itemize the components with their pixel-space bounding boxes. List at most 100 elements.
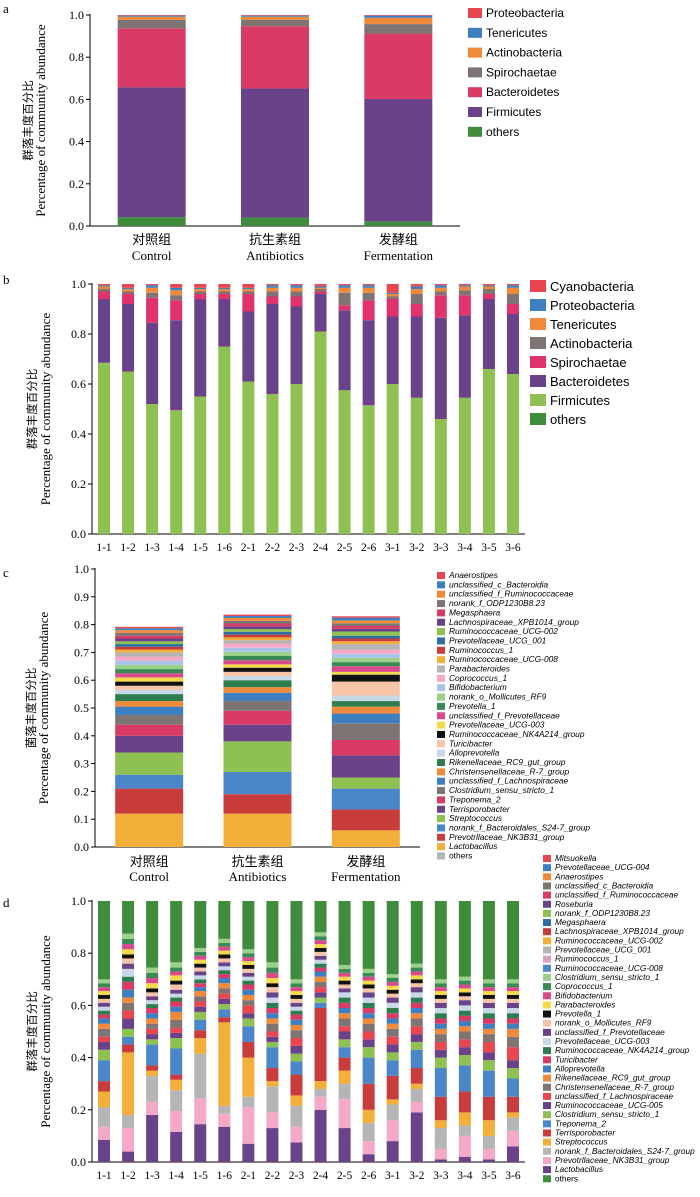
legend-swatch [543, 882, 551, 890]
bar-segment [115, 706, 184, 715]
bar-segment [146, 1070, 159, 1076]
x-sample-label: 1-2 [120, 1170, 136, 1182]
bar-segment [482, 289, 495, 294]
bar-segment [290, 994, 303, 999]
bar-segment [194, 294, 207, 299]
bar-segment [362, 1047, 375, 1058]
legend-label: Firmicutes [486, 105, 541, 119]
bar-segment [122, 1010, 135, 1019]
bar-segment [434, 1023, 447, 1029]
bar-segment [122, 371, 135, 534]
chart-panel-d: 0.0 0.2 0.4 0.6 0.8 1.0 群落丰度百分比 Percentage of c… [25, 853, 695, 1183]
legend-label: Terrisporobacter [555, 1128, 616, 1138]
bar-segment [218, 291, 231, 294]
bar-segment [170, 989, 183, 994]
bar-segment [331, 830, 400, 847]
legend-swatch [468, 47, 482, 58]
legend-label: Anaerostipes [448, 570, 499, 580]
bar-segment [314, 291, 327, 294]
bar-segment [434, 1159, 447, 1162]
legend-swatch [543, 1092, 551, 1100]
bar-segment [506, 1047, 519, 1061]
legend-label: Ruminococcaceae_UCG-002 [449, 626, 558, 636]
bar-segment [266, 1041, 279, 1048]
bar-segment [223, 701, 292, 711]
bar-segment [458, 1005, 471, 1011]
y-axis-label: Percentage of community abundance [38, 935, 53, 1128]
bar-segment [506, 284, 519, 286]
bar-segment [314, 971, 327, 977]
legend-label: Ruminococcaceae_NK4A214_group [449, 729, 585, 739]
bar-segment [338, 284, 351, 286]
legend-label: Mitsuokella [555, 853, 597, 863]
bar-segment [434, 1148, 447, 1160]
y-tick-label: 0.0 [71, 1155, 86, 1169]
bar-segment [122, 304, 135, 372]
bar-segment [194, 967, 207, 972]
bar-segment [338, 1128, 351, 1162]
legend-swatch [543, 973, 551, 981]
bar-segment [362, 968, 375, 973]
bar-segment [223, 643, 292, 648]
legend-label: others [449, 851, 472, 861]
bar-segment [115, 628, 184, 631]
bar-segment [458, 1112, 471, 1126]
panel-letter-c: c [3, 565, 9, 580]
bar-segment [331, 638, 400, 642]
bar-segment [194, 299, 207, 397]
bar-segment [98, 994, 111, 999]
bar-segment [290, 287, 303, 292]
legend-label: Treponema_2 [449, 794, 501, 804]
legend-label: Bifidobacterium [555, 990, 612, 1000]
bar-segment [410, 1088, 423, 1102]
bar-segment [410, 1083, 423, 1089]
bar-segment [170, 1001, 183, 1007]
bar-segment [458, 984, 471, 989]
y-axis-label-cn: 群落丰度百分比 [25, 369, 39, 450]
bar-segment [482, 1148, 495, 1160]
legend-label: Bacteroidetes [486, 85, 559, 99]
bar-segment [338, 1013, 351, 1019]
legend-swatch [437, 824, 445, 832]
bar-segment [146, 1013, 159, 1019]
bar-segment [115, 656, 184, 661]
bar-segment [362, 284, 375, 286]
legend-label: Ruminococcaceae_UCG-002 [555, 935, 663, 945]
bar-segment [98, 1081, 111, 1092]
y-tick-label: 0.8 [69, 50, 84, 64]
bar-segment [242, 1026, 255, 1042]
bar-segment [338, 972, 351, 977]
bar-segment [115, 735, 184, 753]
bar-segment [458, 315, 471, 398]
bar-segment [434, 1128, 447, 1149]
bar-segment [242, 381, 255, 534]
bar-segment [290, 1038, 303, 1046]
bar-segment [362, 984, 375, 989]
bar-segment [122, 1002, 135, 1011]
bar-segment [242, 984, 255, 990]
bar-segment [434, 317, 447, 419]
bar-segment [170, 1006, 183, 1012]
bar-segment [314, 997, 327, 1003]
bar-segment [194, 975, 207, 980]
bar-segment [434, 998, 447, 1003]
legend-label: Firmicutes [550, 393, 610, 408]
legend-swatch [437, 777, 445, 785]
bar-segment [98, 1010, 111, 1015]
legend-swatch [437, 740, 445, 748]
bar-segment [194, 289, 207, 292]
bar-segment [314, 959, 327, 964]
bar-segment [434, 1120, 447, 1129]
bar-segment [242, 953, 255, 958]
legend-swatch [530, 375, 546, 387]
bar-segment [218, 1004, 231, 1010]
bar-segment [482, 994, 495, 999]
x-sample-label: 3-6 [505, 1170, 521, 1182]
x-category-label-cn: 对照组 [132, 232, 171, 247]
bar-segment [458, 397, 471, 534]
legend-swatch [468, 87, 482, 98]
bar-segment [410, 1026, 423, 1035]
bar-segment [362, 1023, 375, 1032]
bar-segment [386, 977, 399, 982]
